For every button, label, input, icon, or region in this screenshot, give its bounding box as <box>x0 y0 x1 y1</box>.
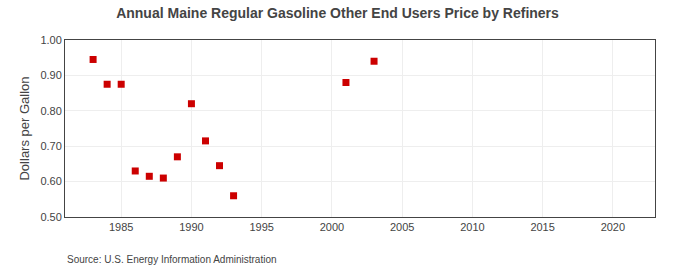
svg-text:1.00: 1.00 <box>40 34 61 46</box>
svg-text:0.80: 0.80 <box>40 105 61 117</box>
svg-text:2000: 2000 <box>320 221 344 233</box>
svg-text:0.70: 0.70 <box>40 140 61 152</box>
svg-text:0.60: 0.60 <box>40 175 61 187</box>
svg-text:0.50: 0.50 <box>40 211 61 223</box>
svg-text:Source: U.S. Energy Informatio: Source: U.S. Energy Information Administ… <box>67 254 277 265</box>
svg-text:2010: 2010 <box>460 221 484 233</box>
svg-text:Dollars per Gallon: Dollars per Gallon <box>17 76 32 180</box>
svg-text:0.90: 0.90 <box>40 69 61 81</box>
svg-text:2015: 2015 <box>530 221 554 233</box>
svg-text:1990: 1990 <box>179 221 203 233</box>
svg-text:Annual Maine Regular Gasoline: Annual Maine Regular Gasoline Other End … <box>116 5 559 21</box>
svg-text:1995: 1995 <box>249 221 273 233</box>
svg-text:2020: 2020 <box>601 221 625 233</box>
svg-text:2005: 2005 <box>390 221 414 233</box>
svg-text:1985: 1985 <box>109 221 133 233</box>
